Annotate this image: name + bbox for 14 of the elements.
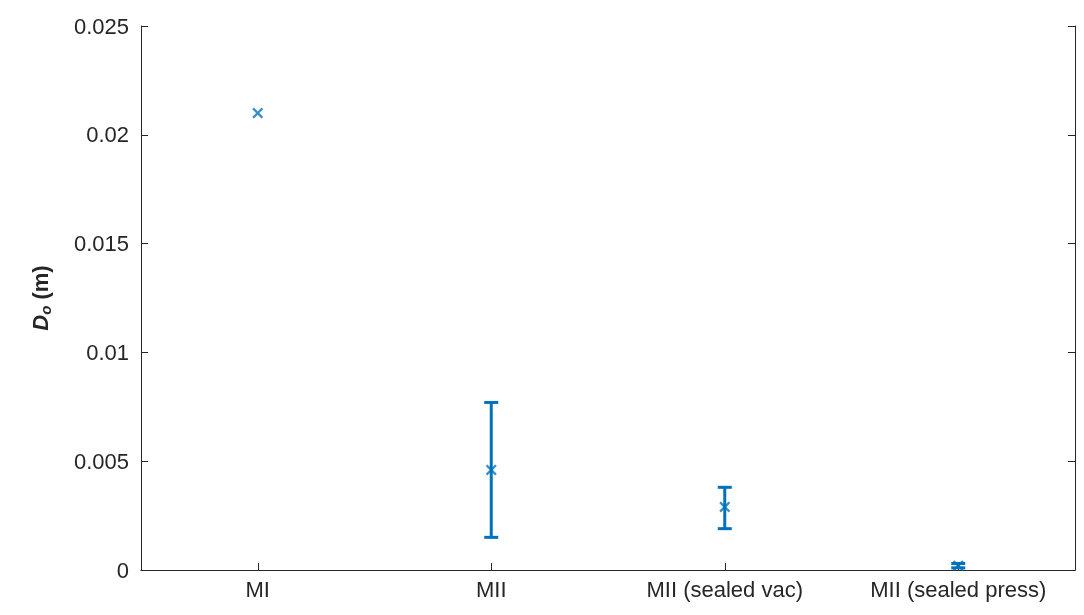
x-tick-label: MII	[475, 576, 507, 602]
point	[252, 107, 264, 119]
x-tick-label: MI	[245, 576, 270, 602]
point	[719, 501, 731, 513]
y-tick-label: 0.02	[86, 122, 129, 148]
x-tick-label: MII (sealed press)	[870, 576, 1047, 602]
y-tick-label: 0.01	[86, 339, 129, 365]
y-axis-title: Do (m)	[28, 265, 54, 331]
y-tick-label: 0.025	[73, 13, 129, 39]
y-tick-label: 0.005	[73, 448, 129, 474]
point	[485, 464, 497, 476]
x-tick-label: MII (sealed vac)	[646, 576, 803, 602]
y-tick-label: 0.015	[73, 231, 129, 257]
y-tick-label: 0	[116, 557, 129, 583]
